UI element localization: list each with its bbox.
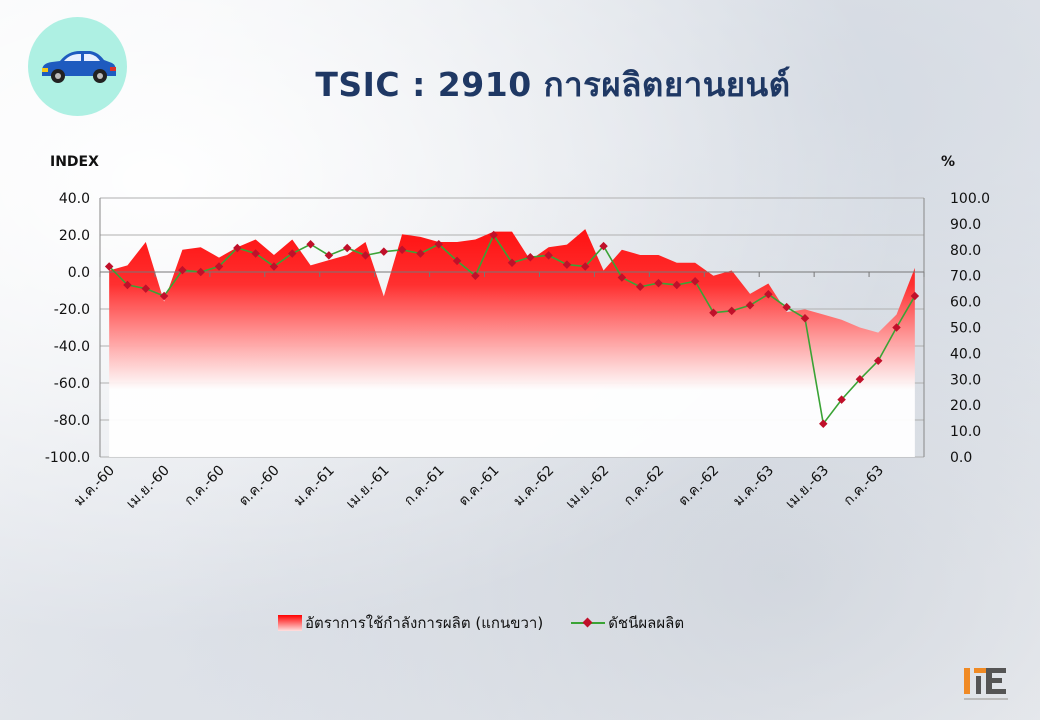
production-index-point [892, 323, 901, 332]
left-tick-label: -100.0 [45, 450, 90, 466]
legend-area-swatch [278, 615, 302, 631]
left-axis-unit: INDEX [50, 154, 99, 170]
production-index-point [397, 245, 407, 255]
car-icon [42, 51, 116, 83]
x-tick-label: ก.ค.-63 [841, 463, 887, 509]
page-title: TSIC : 2910 การผลิตยานยนต์ [315, 65, 791, 104]
x-tick-label: ต.ค.-61 [456, 463, 503, 510]
production-index-point [288, 249, 297, 258]
right-axis-unit: % [941, 154, 956, 170]
x-tick-label: ต.ค.-60 [236, 463, 283, 510]
chart-legend: อัตราการใช้กำลังการผลิต (แกนขวา) ดัชนีผล… [278, 612, 684, 634]
production-index-point [873, 356, 883, 366]
x-tick-label: ก.ค.-60 [181, 463, 227, 509]
production-index-point [342, 243, 352, 253]
production-index-point [672, 280, 682, 290]
production-index-point [910, 291, 920, 301]
car-icon-badge [28, 17, 127, 116]
production-index-point [452, 256, 462, 266]
production-index-point [251, 249, 260, 258]
left-tick-label: 0.0 [68, 265, 90, 281]
production-index-point [361, 251, 370, 260]
right-tick-label: 50.0 [950, 321, 981, 337]
right-tick-label: 0.0 [950, 450, 972, 466]
x-tick-label: เม.ย.-63 [783, 463, 832, 512]
x-tick-label: ก.ค.-61 [401, 463, 447, 509]
production-index-point [196, 267, 205, 277]
left-tick-label: -20.0 [54, 302, 90, 318]
production-index-point [434, 240, 443, 249]
production-index-point [800, 314, 810, 323]
x-tick-label: ม.ค.-62 [511, 463, 558, 510]
x-tick-label: ม.ค.-63 [730, 463, 777, 510]
production-index-point [654, 278, 663, 288]
production-index-point [690, 277, 700, 286]
production-index-point [269, 262, 279, 271]
right-tick-label: 60.0 [950, 295, 981, 311]
production-index-point [214, 262, 224, 271]
right-tick-label: 80.0 [950, 243, 981, 259]
left-tick-label: 20.0 [59, 228, 90, 244]
production-index-point [819, 419, 828, 428]
production-index-point [709, 308, 718, 317]
production-index-point [471, 271, 480, 280]
right-tick-label: 90.0 [950, 217, 981, 233]
right-tick-label: 20.0 [950, 398, 981, 414]
legend-area-label: อัตราการใช้กำลังการผลิต (แกนขวา) [305, 614, 544, 632]
production-index-point [379, 247, 389, 256]
production-index-point [104, 262, 114, 271]
oie-logo-icon [964, 668, 1008, 700]
right-tick-label: 100.0 [950, 191, 990, 207]
production-index-point [837, 395, 846, 404]
legend-line-swatch [571, 616, 606, 630]
legend-line-label: ดัชนีผลผลิต [608, 614, 685, 632]
production-index-point [562, 260, 572, 269]
production-index-point [855, 375, 865, 384]
x-tick-label: ก.ค.-62 [621, 463, 667, 509]
production-index-point [306, 240, 315, 249]
production-index-point [159, 291, 169, 301]
x-tick-label: ต.ค.-62 [675, 463, 722, 510]
right-tick-label: 70.0 [950, 269, 981, 285]
production-index-point [727, 306, 736, 316]
left-tick-label: -60.0 [54, 376, 90, 392]
production-index-point [123, 280, 132, 290]
right-tick-label: 10.0 [950, 424, 981, 440]
x-tick-label: ม.ค.-61 [291, 463, 338, 510]
production-index-point [141, 284, 151, 293]
left-tick-label: 40.0 [59, 191, 90, 207]
x-tick-label: เม.ย.-62 [563, 463, 612, 512]
production-index-point [782, 302, 791, 312]
production-index-point [581, 262, 590, 271]
left-tick-label: -80.0 [54, 413, 90, 429]
production-index-point [178, 265, 187, 275]
production-index-point [635, 282, 645, 292]
production-index-point [233, 243, 242, 253]
x-tick-label: เม.ย.-60 [123, 463, 172, 512]
x-tick-label: ม.ค.-60 [71, 463, 118, 510]
production-index-point [507, 258, 517, 267]
production-index-point [489, 230, 498, 240]
production-index-point [745, 301, 755, 310]
production-index-point [324, 251, 334, 260]
capacity-utilization-area [109, 229, 915, 457]
right-tick-label: 30.0 [950, 372, 981, 388]
left-tick-label: -40.0 [54, 339, 90, 355]
production-index-point [617, 273, 627, 282]
x-tick-label: เม.ย.-61 [343, 463, 392, 512]
right-tick-label: 40.0 [950, 346, 981, 362]
production-index-point [416, 249, 425, 258]
production-index-point [764, 289, 773, 299]
